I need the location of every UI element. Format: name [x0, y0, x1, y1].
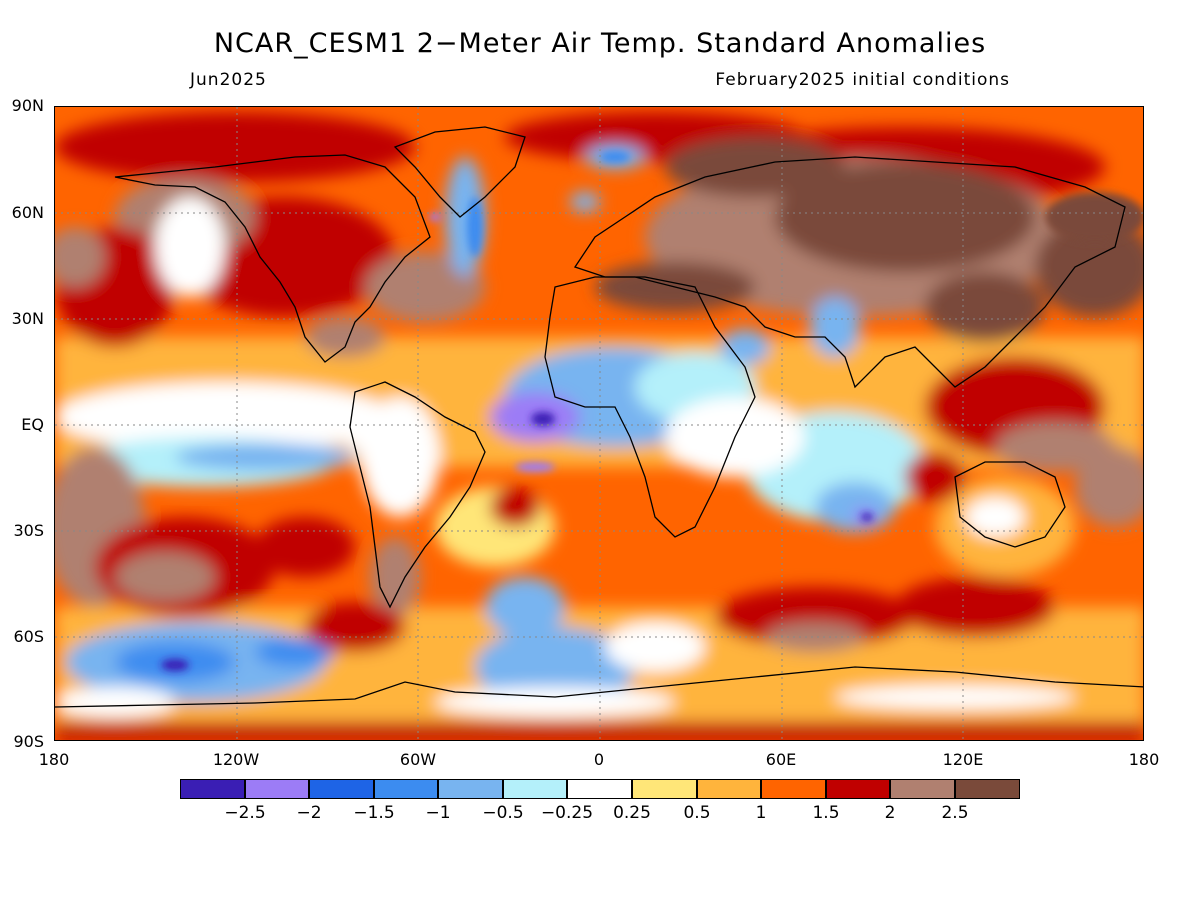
colorbar-swatch-2: [245, 779, 309, 799]
colorbar-swatch-7: [567, 779, 632, 799]
lat-label-90n: 90N: [11, 96, 44, 115]
initial-conditions: February2025 initial conditions: [715, 70, 1010, 90]
colorbar-label: 2: [884, 803, 896, 823]
colorbar-swatch-8: [632, 779, 697, 799]
lon-label-180w: 180: [38, 750, 70, 769]
lat-label-30n: 30N: [11, 309, 44, 328]
lon-label-120e: 120E: [942, 750, 984, 769]
colorbar-swatch-12: [890, 779, 955, 799]
colorbar-label: −2: [296, 803, 322, 823]
anomaly-details: [161, 151, 1143, 671]
colorbar-label: 0.5: [683, 803, 711, 823]
anomaly-map-svg: [55, 107, 1143, 740]
colorbar-label: 2.5: [941, 803, 969, 823]
graticule: [55, 107, 1143, 740]
colorbar-swatch-4: [374, 779, 438, 799]
colorbar-swatch-9: [697, 779, 761, 799]
colorbar-swatch-3: [309, 779, 374, 799]
forecast-month: Jun2025: [190, 70, 267, 90]
colorbar-swatch-13: [955, 779, 1020, 799]
lon-label-60w: 60W: [399, 750, 437, 769]
colorbar-swatch-5: [438, 779, 503, 799]
coastlines: [55, 126, 1143, 708]
colorbar-label: 0.25: [613, 803, 651, 823]
lon-label-60e: 60E: [765, 750, 797, 769]
colorbar-swatch-10: [761, 779, 826, 799]
colorbar-label: 1: [755, 803, 767, 823]
anomaly-field: [55, 112, 1143, 740]
lat-label-30s: 30S: [13, 521, 44, 540]
colorbar-label: −1.5: [353, 803, 395, 823]
lat-label-60s: 60S: [13, 627, 44, 646]
lon-label-0: 0: [593, 750, 605, 769]
map-title: NCAR_CESM1 2−Meter Air Temp. Standard An…: [213, 28, 987, 59]
lon-label-180e: 180: [1128, 750, 1160, 769]
colorbar-label: −1: [425, 803, 451, 823]
lat-label-60n: 60N: [11, 203, 44, 222]
colorbar-swatch-1: [180, 779, 245, 799]
colorbar-label: −0.5: [482, 803, 524, 823]
colorbar-label: −0.25: [540, 803, 594, 823]
anomaly-map: [54, 106, 1144, 741]
lon-label-120w: 120W: [212, 750, 260, 769]
colorbar-swatch-6: [503, 779, 567, 799]
lat-label-90s: 90S: [13, 732, 44, 751]
colorbar-label: 1.5: [812, 803, 840, 823]
colorbar-swatch-11: [826, 779, 890, 799]
colorbar-label: −2.5: [224, 803, 266, 823]
lat-label-eq: EQ: [21, 415, 44, 434]
